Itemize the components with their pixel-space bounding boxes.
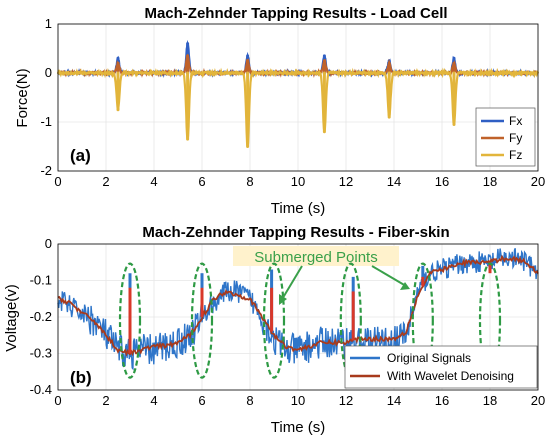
chart-title-a: Mach-Zehnder Tapping Results - Load Cell [144, 5, 447, 22]
chart-title-b: Mach-Zehnder Tapping Results - Fiber-ski… [142, 224, 449, 241]
axes-frame-a [57, 23, 539, 172]
b-xtick-label: 0 [54, 393, 61, 408]
legend-a-entry: Fz [509, 148, 522, 162]
b-xtick-label: 8 [246, 393, 253, 408]
b-ytick-label: -0.4 [30, 382, 52, 397]
a-xtick-label: 18 [483, 174, 497, 189]
b-ytick-label: -0.2 [30, 309, 52, 324]
legend-b-entry: With Wavelet Denoising [387, 369, 514, 383]
legend-a-entry: Fy [509, 131, 522, 145]
annotation-box [233, 246, 399, 266]
a-xtick-label: 0 [54, 174, 61, 189]
y-axis-label-a: Force(N) [14, 68, 31, 127]
b-xtick-label: 12 [339, 393, 353, 408]
b-ytick-label: -0.1 [30, 273, 52, 288]
x-axis-label-b: Time (s) [271, 419, 325, 436]
annotation-label: Submerged Points [254, 249, 377, 266]
ticks-b: 0 2 4 6 8 10 12 14 16 18 20 0 -0.1 -0.2 -0.3 -0.4 [30, 236, 546, 408]
b-ytick-label: 0 [45, 236, 52, 251]
tap-ellipse [262, 262, 286, 379]
b-xtick-label: 10 [291, 393, 305, 408]
x-axis-label-a: Time (s) [271, 200, 325, 217]
b-xtick-label: 20 [531, 393, 545, 408]
tap-ellipse [118, 262, 142, 379]
legend-a: Fx Fy Fz [475, 107, 536, 167]
a-xtick-label: 10 [291, 174, 305, 189]
b-xtick-label: 2 [102, 393, 109, 408]
annotation-arrows [279, 265, 410, 305]
panel-label-a: (a) [70, 146, 91, 165]
a-ytick-label: 1 [45, 16, 52, 31]
series-wavelet-denoising-line [57, 254, 539, 357]
a-xtick-label: 12 [339, 174, 353, 189]
legend-b-box [344, 345, 538, 389]
a-xtick-label: 8 [246, 174, 253, 189]
a-xtick-label: 16 [435, 174, 449, 189]
panel-label-b: (b) [70, 368, 92, 387]
b-xtick-label: 4 [150, 393, 157, 408]
plot-lines-b [57, 248, 539, 371]
legend-b-entry: Original Signals [387, 351, 471, 365]
annotation-arrowhead-left [279, 294, 287, 305]
legend-a-entry: Fx [509, 114, 522, 128]
b-xtick-label: 18 [483, 393, 497, 408]
y-axis-label-b: Voltage(v) [3, 284, 20, 352]
b-xtick-label: 16 [435, 393, 449, 408]
a-xtick-label: 2 [102, 174, 109, 189]
a-ytick-label: -1 [40, 114, 52, 129]
annotation-arrow-right [371, 265, 407, 287]
panel-fiber-skin: Mach-Zehnder Tapping Results - Fiber-ski… [3, 224, 545, 436]
a-xtick-label: 4 [150, 174, 157, 189]
a-ytick-label: -2 [40, 163, 52, 178]
b-xtick-label: 14 [387, 393, 401, 408]
tap-ellipse [190, 262, 214, 379]
legend-b: Original Signals With Wavelet Denoising [344, 345, 538, 389]
a-xtick-label: 20 [531, 174, 545, 189]
b-xtick-label: 6 [198, 393, 205, 408]
series-fz-line [56, 67, 540, 148]
b-ytick-label: -0.3 [30, 346, 52, 361]
a-xtick-label: 6 [198, 174, 205, 189]
panel-load-cell: Mach-Zehnder Tapping Results - Load Cell… [14, 5, 545, 217]
axes-frame-b [57, 243, 539, 391]
annotation-arrow-left [280, 265, 303, 302]
a-xtick-label: 14 [387, 174, 401, 189]
plot-lines-a [56, 39, 540, 148]
a-ytick-label: 0 [45, 65, 52, 80]
annotation-arrowhead-right [400, 282, 410, 290]
